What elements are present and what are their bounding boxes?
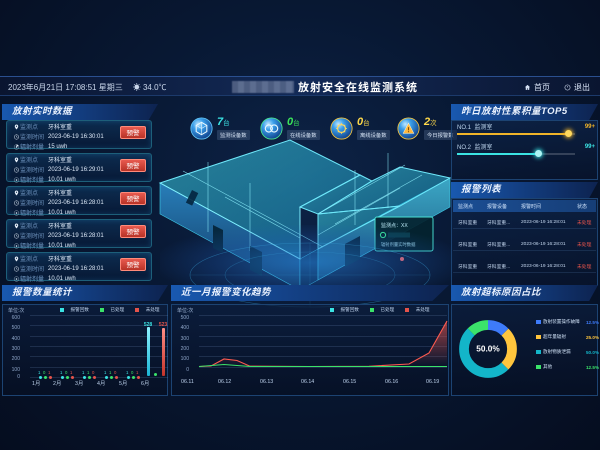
svg-text:50.0%: 50.0% — [476, 344, 500, 353]
